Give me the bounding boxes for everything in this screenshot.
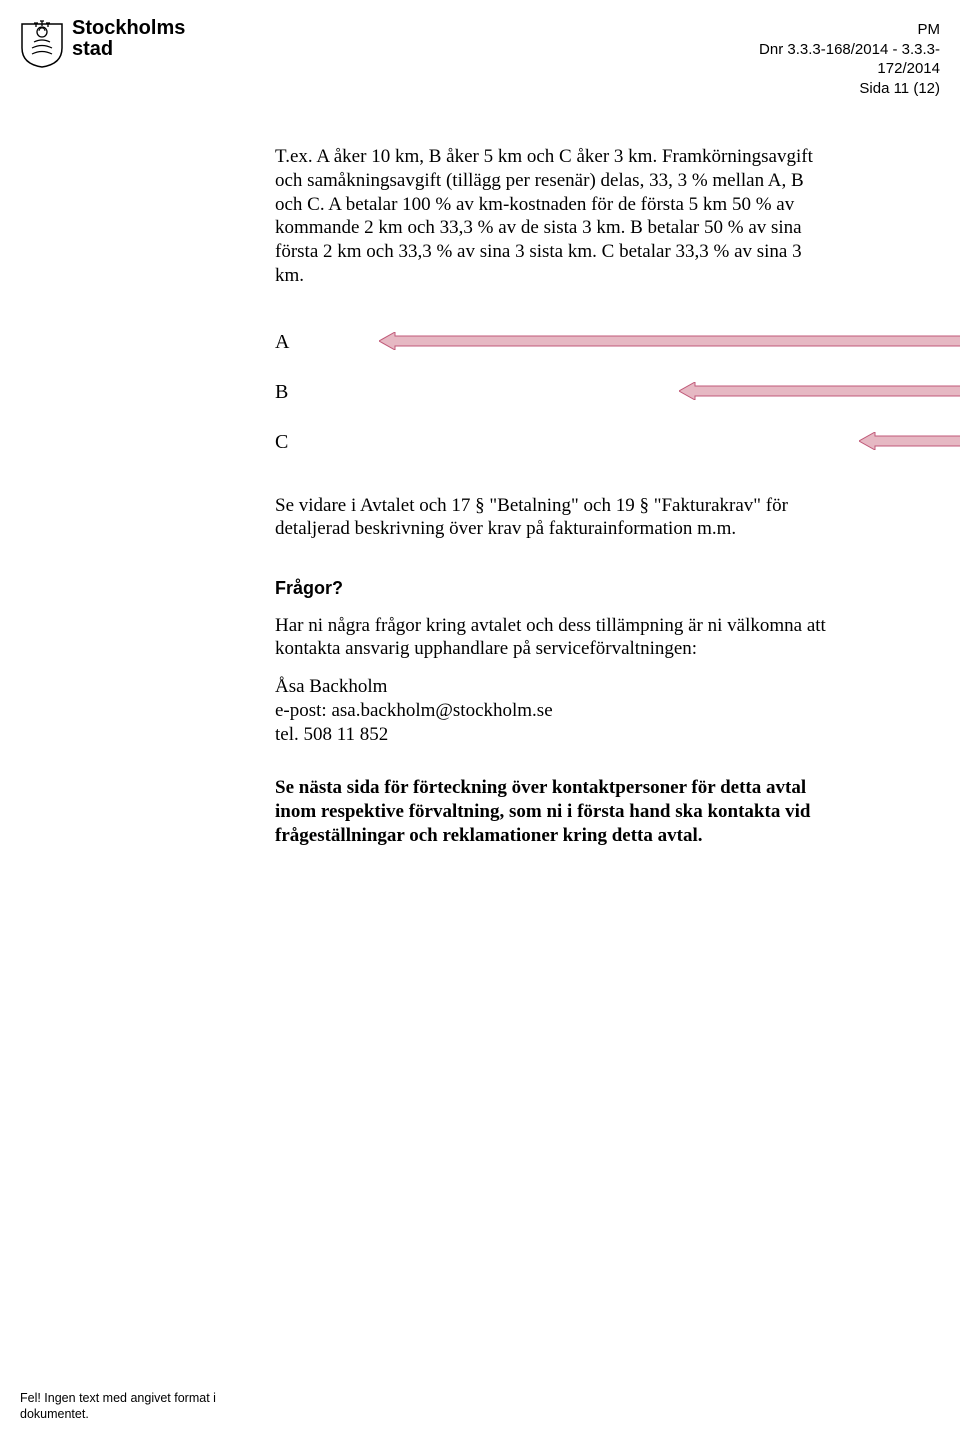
contact-block: Åsa Backholm e-post: asa.backholm@stockh…: [275, 675, 835, 746]
arrow-row-a: A: [275, 332, 835, 354]
paragraph-questions: Har ni några frågor kring avtalet och de…: [275, 614, 835, 662]
footer-line2: dokumentet.: [20, 1406, 216, 1422]
page-header: Stockholms stad PM Dnr 3.3.3-168/2014 - …: [20, 18, 830, 108]
paragraph-see-avtalet: Se vidare i Avtalet och 17 § "Betalning"…: [275, 494, 835, 542]
pm-label: PM: [759, 20, 940, 40]
paragraph-next-page: Se nästa sida för förteckning över konta…: [275, 776, 835, 847]
logo-text-top: Stockholms: [72, 18, 185, 39]
arrow-row-c: C: [275, 432, 835, 454]
crest-icon: [20, 18, 64, 68]
contact-name: Åsa Backholm: [275, 676, 387, 697]
footer-note: Fel! Ingen text med angivet format i dok…: [20, 1390, 216, 1423]
logo-text-bottom: stad: [72, 39, 185, 60]
logo: Stockholms stad: [20, 18, 185, 68]
logo-text: Stockholms stad: [72, 18, 185, 60]
page-number: Sida 11 (12): [759, 79, 940, 99]
arrows-diagram: A B C: [275, 332, 835, 454]
footer-line1: Fel! Ingen text med angivet format i: [20, 1390, 216, 1406]
arrow-label-a: A: [275, 330, 311, 355]
dnr-line1: Dnr 3.3.3-168/2014 - 3.3.3-: [759, 40, 940, 60]
arrow-b-icon: [679, 382, 960, 400]
questions-heading: Frågor?: [275, 577, 835, 600]
paragraph-example: T.ex. A åker 10 km, B åker 5 km och C åk…: [275, 145, 835, 288]
arrow-label-b: B: [275, 380, 311, 405]
arrow-a-icon: [379, 332, 960, 350]
header-meta: PM Dnr 3.3.3-168/2014 - 3.3.3- 172/2014 …: [759, 20, 940, 98]
contact-tel: tel. 508 11 852: [275, 724, 388, 745]
arrow-row-b: B: [275, 382, 835, 404]
dnr-line2: 172/2014: [759, 59, 940, 79]
arrow-c-icon: [859, 432, 960, 450]
contact-email: e-post: asa.backholm@stockholm.se: [275, 700, 553, 721]
arrow-label-c: C: [275, 430, 311, 455]
main-content: T.ex. A åker 10 km, B åker 5 km och C åk…: [275, 145, 835, 862]
